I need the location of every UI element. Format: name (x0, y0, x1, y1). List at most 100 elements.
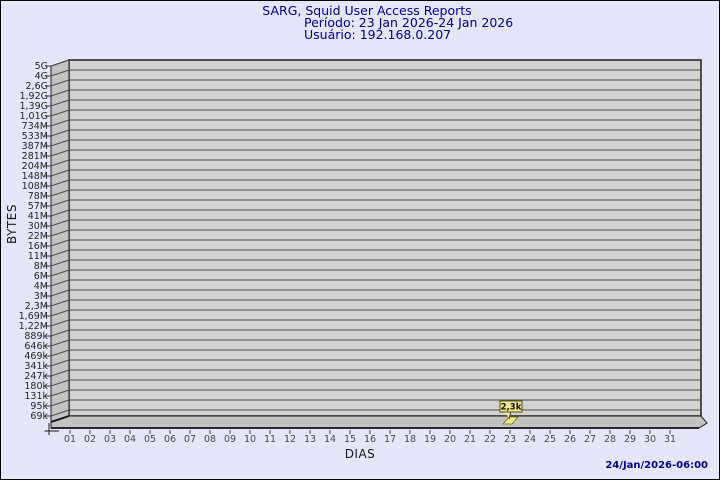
x-tick-label: 01 (64, 434, 76, 445)
x-tick-label: 27 (584, 434, 596, 445)
y-tick-label: 281M (22, 151, 48, 162)
y-tick-connector (50, 399, 70, 407)
y-tick-label: 387M (22, 141, 48, 152)
x-tick-label: 20 (444, 434, 456, 445)
y-tick-label: 69k (30, 411, 48, 422)
x-axis-title: DIAS (344, 447, 376, 461)
x-tick-label: 15 (344, 434, 356, 445)
y-tick-connector (50, 139, 70, 147)
y-tick-label: 41M (28, 211, 48, 222)
y-tick-label: 4G (35, 71, 48, 82)
y-tick-label: 734M (22, 121, 48, 132)
generated-timestamp: 24/Jan/2026-06:00 (605, 460, 708, 471)
y-tick-label: 1,69M (19, 311, 48, 322)
x-tick-label: 21 (464, 434, 476, 445)
y-tick-connector (50, 369, 70, 377)
chart-floor (50, 415, 708, 429)
y-tick-connector (50, 289, 70, 297)
x-tick-label: 31 (664, 434, 676, 445)
y-tick-connector (50, 79, 70, 87)
y-tick-label: 341k (24, 361, 48, 372)
y-tick-connector (50, 219, 70, 227)
y-tick-connector (50, 99, 70, 107)
report-user: Usuário: 192.168.0.207 (304, 26, 452, 42)
y-tick-label: 8M (34, 261, 48, 272)
x-tick-label: 12 (284, 434, 296, 445)
x-tick-label: 11 (264, 434, 276, 445)
y-tick-label: 95k (30, 401, 48, 412)
y-tick-connector (50, 349, 70, 357)
y-tick-label: 131k (24, 391, 48, 402)
report-subtitle-block: Período: 23 Jan 2026-24 Jan 2026 Usuário… (304, 17, 513, 40)
x-tick-label: 26 (564, 434, 576, 445)
grid-lines (69, 69, 701, 411)
y-tick-connector (50, 279, 70, 287)
y-tick-label: 1,39G (19, 101, 48, 112)
y-tick-label: 148M (22, 171, 48, 182)
y-tick-label: 469k (24, 351, 48, 362)
y-tick-connector (50, 409, 70, 417)
y-tick-label: 4M (34, 281, 48, 292)
x-tick-label: 23 (504, 434, 516, 445)
y-tick-connector (50, 109, 70, 117)
x-tick-label: 09 (224, 434, 236, 445)
x-tick-label: 18 (404, 434, 416, 445)
bars-layer: 2,3k (499, 400, 523, 425)
x-axis-labels: 01 02 03 04 05 06 07 08 09 10 11 12 13 14 15 16 17 18 19 20… (64, 434, 676, 445)
x-tick-label: 16 (364, 434, 376, 445)
x-tick-label: 06 (164, 434, 176, 445)
y-tick-label: 646k (24, 341, 48, 352)
y-tick-label: 1,01G (19, 111, 48, 122)
y-tick-connector (50, 269, 70, 277)
x-tick-label: 22 (484, 434, 496, 445)
x-tick-label: 25 (544, 434, 556, 445)
x-tick-label: 30 (644, 434, 656, 445)
report-title: SARG, Squid User Access Reports (262, 3, 472, 18)
y-axis-labels: 5G4G2,6G1,92G1,39G1,01G734M533M387M281M2… (19, 61, 49, 422)
y-tick-label: 108M (22, 181, 48, 192)
y-tick-label: 22M (28, 231, 48, 242)
chart-back-wall (68, 59, 702, 417)
y-axis-ticks (45, 59, 70, 417)
y-tick-connector (50, 119, 70, 127)
y-tick-connector (50, 389, 70, 397)
x-tick-label: 14 (324, 434, 336, 445)
bar (502, 416, 519, 425)
y-tick-label: 57M (28, 201, 48, 212)
y-tick-label: 16M (28, 241, 48, 252)
x-tick-label: 13 (304, 434, 316, 445)
y-tick-label: 889k (24, 331, 48, 342)
y-tick-connector (50, 159, 70, 167)
x-tick-label: 19 (424, 434, 436, 445)
y-tick-connector (50, 359, 70, 367)
y-tick-connector (50, 189, 70, 197)
axis-corner (44, 423, 59, 435)
y-tick-label: 30M (28, 221, 48, 232)
y-tick-connector (50, 309, 70, 317)
y-tick-label: 6M (34, 271, 48, 282)
y-tick-connector (50, 169, 70, 177)
y-tick-label: 3M (34, 291, 48, 302)
x-tick-label: 03 (104, 434, 116, 445)
bar-value-label: 2,3k (501, 403, 522, 413)
y-tick-connector (50, 259, 70, 267)
x-tick-label: 10 (244, 434, 256, 445)
y-tick-label: 247k (24, 371, 48, 382)
y-tick-connector (50, 229, 70, 237)
y-tick-connector (50, 59, 70, 67)
y-tick-connector (50, 379, 70, 387)
x-tick-label: 07 (184, 434, 196, 445)
report-period: Período: 23 Jan 2026-24 Jan 2026 (304, 15, 514, 30)
y-tick-connector (50, 129, 70, 137)
y-tick-connector (50, 339, 70, 347)
y-tick-label: 1,92G (19, 91, 48, 102)
y-tick-label: 180k (24, 381, 48, 392)
y-tick-connector (50, 149, 70, 157)
x-tick-label: 04 (124, 434, 136, 445)
y-tick-connector (50, 179, 70, 187)
y-tick-label: 2,3M (25, 301, 48, 312)
y-tick-connector (50, 199, 70, 207)
y-tick-connector (50, 239, 70, 247)
